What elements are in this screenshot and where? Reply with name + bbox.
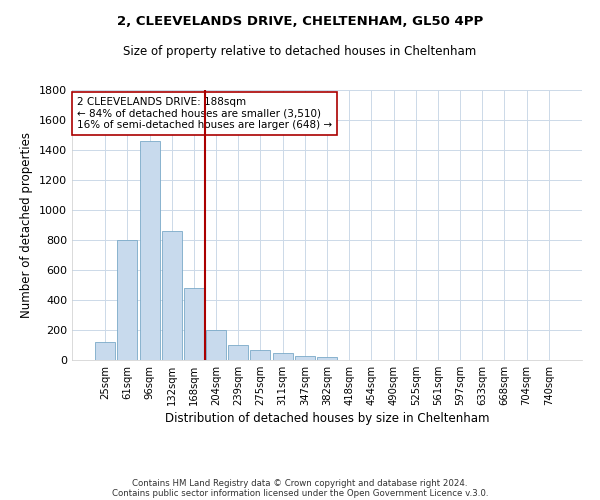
X-axis label: Distribution of detached houses by size in Cheltenham: Distribution of detached houses by size … [165,412,489,425]
Y-axis label: Number of detached properties: Number of detached properties [20,132,34,318]
Bar [140,141,160,360]
Bar [317,357,337,360]
Bar [184,288,204,360]
Bar [272,353,293,360]
Bar [95,342,115,360]
Text: 2 CLEEVELANDS DRIVE: 188sqm
← 84% of detached houses are smaller (3,510)
16% of : 2 CLEEVELANDS DRIVE: 188sqm ← 84% of det… [77,97,332,130]
Bar [118,240,137,360]
Bar [250,350,271,360]
Text: Size of property relative to detached houses in Cheltenham: Size of property relative to detached ho… [124,45,476,58]
Bar [206,330,226,360]
Text: Contains HM Land Registry data © Crown copyright and database right 2024.: Contains HM Land Registry data © Crown c… [132,478,468,488]
Bar [295,356,315,360]
Bar [228,345,248,360]
Text: Contains public sector information licensed under the Open Government Licence v.: Contains public sector information licen… [112,488,488,498]
Bar [162,231,182,360]
Text: 2, CLEEVELANDS DRIVE, CHELTENHAM, GL50 4PP: 2, CLEEVELANDS DRIVE, CHELTENHAM, GL50 4… [117,15,483,28]
